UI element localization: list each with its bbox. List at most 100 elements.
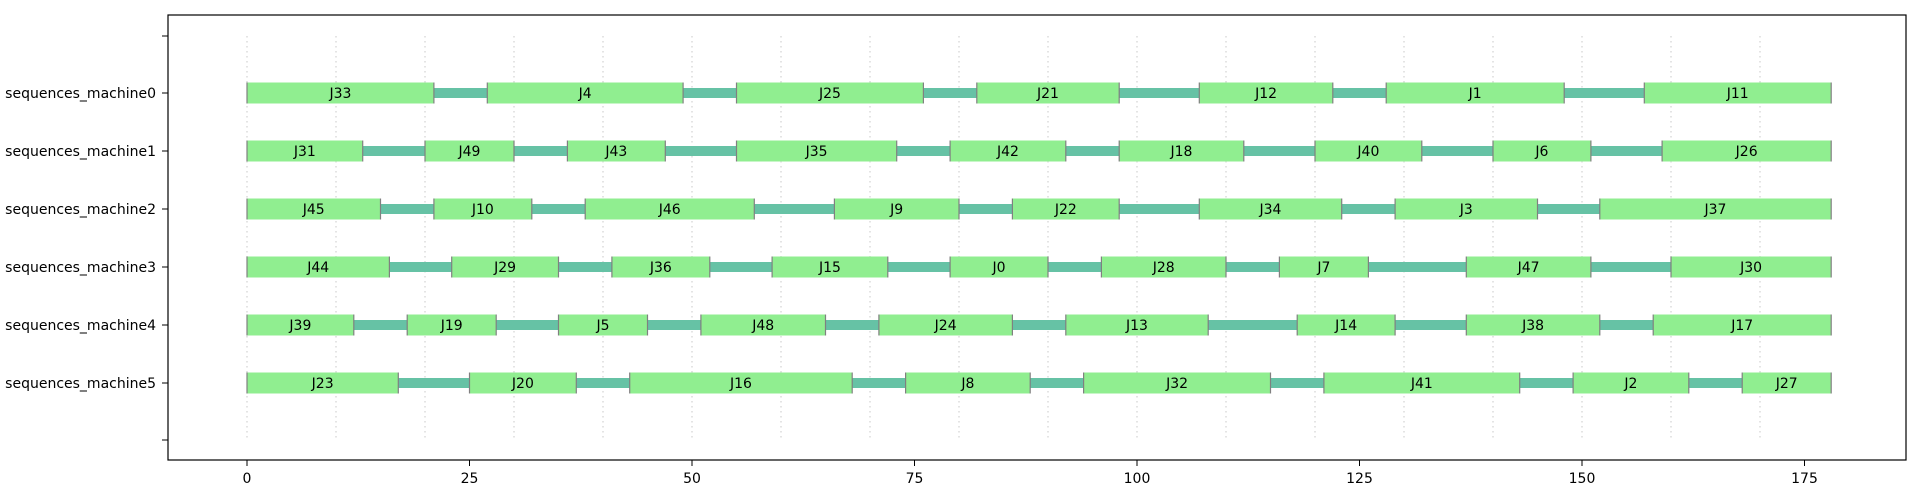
task-bar <box>585 198 755 220</box>
task-label: J38 <box>1521 318 1544 334</box>
task-bar <box>736 140 897 162</box>
task-label: J24 <box>934 318 957 334</box>
task-bar <box>1101 256 1226 278</box>
task-bar <box>558 314 648 336</box>
task-label: J29 <box>493 260 516 276</box>
task-bar <box>1644 82 1832 104</box>
task-label: J9 <box>889 202 903 218</box>
task-label: J6 <box>1534 144 1548 160</box>
connector-bar <box>1226 262 1280 272</box>
task-bar <box>834 198 959 220</box>
task-label: J18 <box>1170 144 1193 160</box>
task-bar <box>1573 372 1689 394</box>
task-label: J26 <box>1735 144 1758 160</box>
task-bar <box>247 140 363 162</box>
task-bar <box>1315 140 1422 162</box>
task-label: J21 <box>1036 86 1059 102</box>
task-label: J0 <box>992 260 1006 276</box>
task-bar <box>976 82 1120 104</box>
task-label: J28 <box>1152 260 1175 276</box>
task-label: J13 <box>1125 318 1148 334</box>
connector-bar <box>1599 320 1654 330</box>
task-bar <box>1466 314 1600 336</box>
task-bar <box>1742 372 1832 394</box>
connector-bar <box>1119 204 1200 214</box>
y-tick-label: sequences_machine0 <box>5 86 156 102</box>
task-bar <box>247 314 354 336</box>
x-tick-label: 50 <box>683 471 701 487</box>
task-label: J30 <box>1739 260 1762 276</box>
task-label: J19 <box>440 318 463 334</box>
task-bar <box>1297 314 1396 336</box>
connector-bar <box>1368 262 1467 272</box>
connector-bar <box>923 88 977 98</box>
connector-bar <box>1012 320 1066 330</box>
task-label: J4 <box>578 86 592 102</box>
task-bar <box>1395 198 1538 220</box>
task-bar <box>772 256 888 278</box>
task-label: J2 <box>1623 376 1637 392</box>
task-label: J23 <box>311 376 334 392</box>
task-label: J44 <box>306 260 329 276</box>
task-label: J48 <box>751 318 774 334</box>
task-bar <box>700 314 826 336</box>
connector-bar <box>433 88 488 98</box>
connector-bar <box>514 146 568 156</box>
task-label: J39 <box>288 318 311 334</box>
connector-bar <box>1688 378 1743 388</box>
task-label: J45 <box>302 202 325 218</box>
task-bar <box>247 198 381 220</box>
connector-bar <box>496 320 559 330</box>
task-bar <box>1323 372 1520 394</box>
task-bar <box>1599 198 1832 220</box>
task-label: J11 <box>1726 86 1749 102</box>
connector-bar <box>709 262 773 272</box>
task-bar <box>1466 256 1591 278</box>
connector-bar <box>389 262 452 272</box>
task-bar <box>425 140 514 162</box>
task-bar <box>1662 140 1832 162</box>
x-tick-label: 75 <box>906 471 924 487</box>
task-label: J47 <box>1517 260 1540 276</box>
connector-bar <box>558 262 612 272</box>
connector-bar <box>398 378 470 388</box>
task-bar <box>451 256 559 278</box>
connector-bar <box>1030 378 1084 388</box>
connector-bar <box>353 320 408 330</box>
task-label: J36 <box>649 260 672 276</box>
task-label: J16 <box>729 376 752 392</box>
task-bar <box>407 314 497 336</box>
task-bar <box>950 256 1048 278</box>
task-bar <box>1065 314 1209 336</box>
x-tick-label: 125 <box>1346 471 1373 487</box>
connector-bar <box>887 262 951 272</box>
task-label: J17 <box>1730 318 1753 334</box>
task-bar <box>905 372 1031 394</box>
task-bar <box>1386 82 1565 104</box>
task-label: J49 <box>458 144 481 160</box>
connector-bar <box>531 204 586 214</box>
task-label: J43 <box>604 144 627 160</box>
task-bar <box>950 140 1066 162</box>
task-bar <box>1199 82 1333 104</box>
connector-bar <box>1341 204 1396 214</box>
task-bar <box>469 372 577 394</box>
connector-bar <box>576 378 630 388</box>
connector-bar <box>1590 146 1663 156</box>
y-tick-label: sequences_machine1 <box>5 144 156 160</box>
task-label: J32 <box>1165 376 1188 392</box>
connector-bar <box>1332 88 1387 98</box>
connector-bar <box>647 320 701 330</box>
task-label: J35 <box>805 144 828 160</box>
connector-bar <box>362 146 425 156</box>
connector-bar <box>1519 378 1574 388</box>
connector-bar <box>896 146 951 156</box>
connector-bar <box>959 204 1013 214</box>
task-bar <box>247 82 434 104</box>
task-label: J12 <box>1254 86 1277 102</box>
task-bar <box>629 372 853 394</box>
task-label: J15 <box>818 260 841 276</box>
task-label: J7 <box>1316 260 1330 276</box>
